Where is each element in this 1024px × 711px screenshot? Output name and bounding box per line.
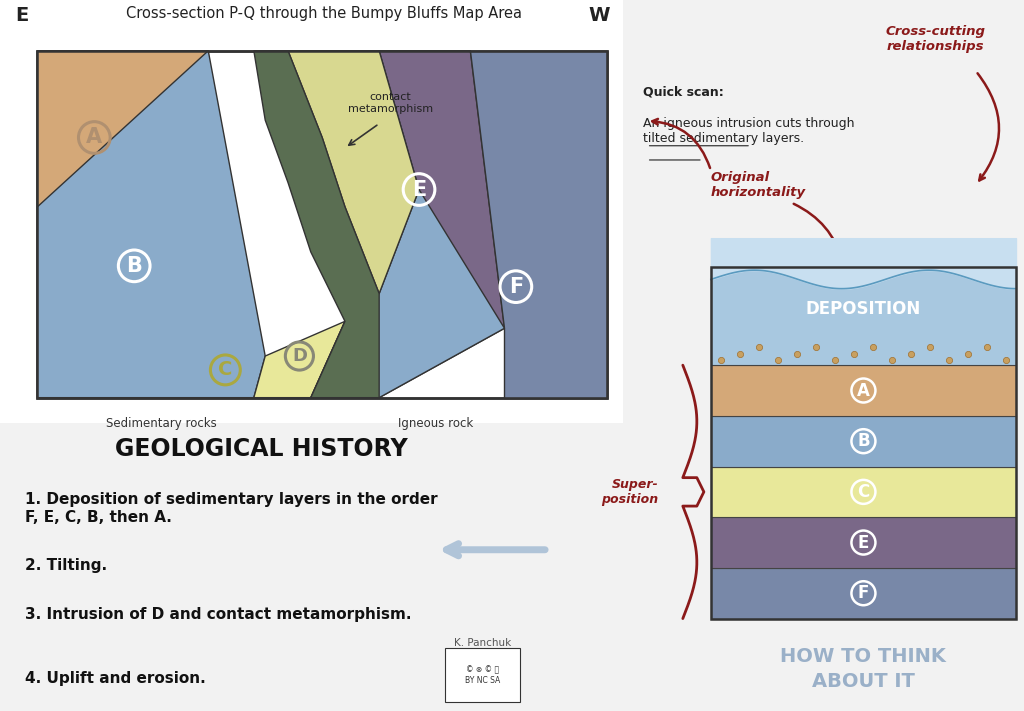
- Text: GEOLOGICAL HISTORY: GEOLOGICAL HISTORY: [115, 437, 408, 461]
- Text: E: E: [412, 179, 426, 200]
- Text: DEPOSITION: DEPOSITION: [806, 300, 921, 318]
- Text: D: D: [292, 347, 307, 365]
- Bar: [711, 466, 1016, 517]
- Text: 3. Intrusion of D and contact metamorphism.: 3. Intrusion of D and contact metamorphi…: [25, 607, 412, 622]
- Polygon shape: [254, 321, 345, 397]
- Bar: [97, 427, 133, 469]
- Bar: [711, 267, 1016, 619]
- Bar: [411, 427, 447, 469]
- Text: HOW TO THINK
ABOUT IT: HOW TO THINK ABOUT IT: [780, 647, 946, 691]
- Text: A: A: [86, 127, 102, 147]
- Bar: [711, 568, 1016, 619]
- Text: 2. Tilting.: 2. Tilting.: [25, 558, 108, 573]
- Bar: [37, 50, 607, 397]
- Text: An igneous intrusion cuts through
tilted sedimentary layers.: An igneous intrusion cuts through tilted…: [643, 117, 854, 145]
- Bar: [179, 427, 215, 469]
- Bar: [711, 267, 1016, 365]
- Polygon shape: [37, 50, 208, 397]
- Text: Quick scan:: Quick scan:: [643, 85, 723, 98]
- Bar: [711, 365, 1016, 416]
- Text: 4. Uplift and erosion.: 4. Uplift and erosion.: [25, 670, 206, 685]
- Text: Igneous rock: Igneous rock: [398, 417, 473, 429]
- Bar: [711, 416, 1016, 466]
- Text: contact
metamorphism: contact metamorphism: [348, 92, 433, 114]
- Text: Sedimentary rocks: Sedimentary rocks: [106, 417, 217, 429]
- Text: C: C: [218, 360, 232, 380]
- Text: E: E: [15, 6, 29, 26]
- Bar: [56, 427, 92, 469]
- Text: F: F: [858, 584, 869, 602]
- Text: F: F: [509, 277, 523, 296]
- Bar: [711, 517, 1016, 568]
- Text: B: B: [126, 256, 142, 276]
- Bar: [220, 427, 256, 469]
- Bar: [445, 648, 520, 702]
- Text: K. Panchuk: K. Panchuk: [454, 638, 511, 648]
- Polygon shape: [311, 190, 505, 397]
- Polygon shape: [288, 50, 419, 294]
- Text: © ⊗ © Ⓢ
BY NC SA: © ⊗ © Ⓢ BY NC SA: [465, 665, 500, 685]
- Text: 1. Deposition of sedimentary layers in the order
F, E, C, B, then A.: 1. Deposition of sedimentary layers in t…: [25, 492, 437, 525]
- Text: Cross-section P-Q through the Bumpy Bluffs Map Area: Cross-section P-Q through the Bumpy Bluf…: [126, 6, 522, 21]
- Polygon shape: [379, 50, 505, 397]
- Polygon shape: [470, 50, 607, 397]
- Text: B: B: [857, 432, 869, 450]
- Polygon shape: [254, 50, 379, 397]
- Polygon shape: [37, 50, 265, 397]
- Text: Original
horizontality: Original horizontality: [711, 171, 806, 198]
- Text: A: A: [857, 382, 869, 400]
- Text: Super-
position: Super- position: [601, 478, 658, 506]
- Text: W: W: [589, 6, 610, 26]
- Bar: [138, 427, 174, 469]
- Text: Cross-cutting
relationships: Cross-cutting relationships: [886, 25, 986, 53]
- Text: E: E: [858, 533, 869, 552]
- Text: C: C: [857, 483, 869, 501]
- Bar: [37, 50, 607, 397]
